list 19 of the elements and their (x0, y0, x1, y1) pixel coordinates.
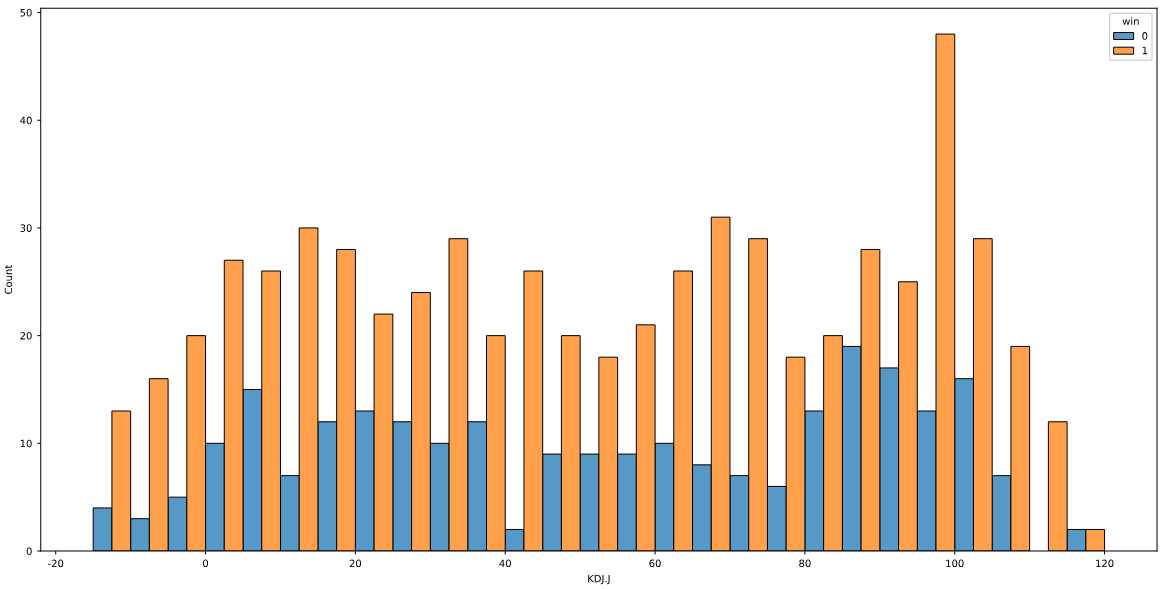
x-tick-label: 0 (203, 559, 209, 568)
x-tick-label: 40 (499, 559, 511, 568)
x-tick-label: 60 (649, 559, 661, 568)
x-tick-label: -20 (48, 559, 64, 568)
y-tick-label: 20 (20, 332, 32, 340)
y-axis-title: Count (4, 265, 13, 294)
legend-label: 0 (1142, 32, 1148, 40)
x-tick-label: 120 (1096, 559, 1114, 568)
x-tick-label: 80 (799, 559, 811, 568)
y-tick-label: 50 (20, 8, 32, 17)
legend-title: win (1122, 17, 1139, 25)
y-tick-label: 10 (20, 439, 32, 448)
legend-label: 1 (1142, 46, 1148, 55)
y-tick-label: 40 (20, 116, 32, 125)
x-axis-title: KDJ.J (588, 574, 610, 585)
y-tick-label: 0 (26, 547, 32, 555)
x-tick-label: 20 (349, 559, 362, 568)
x-tick-label: 100 (946, 559, 964, 568)
y-tick-label: 30 (20, 224, 32, 232)
